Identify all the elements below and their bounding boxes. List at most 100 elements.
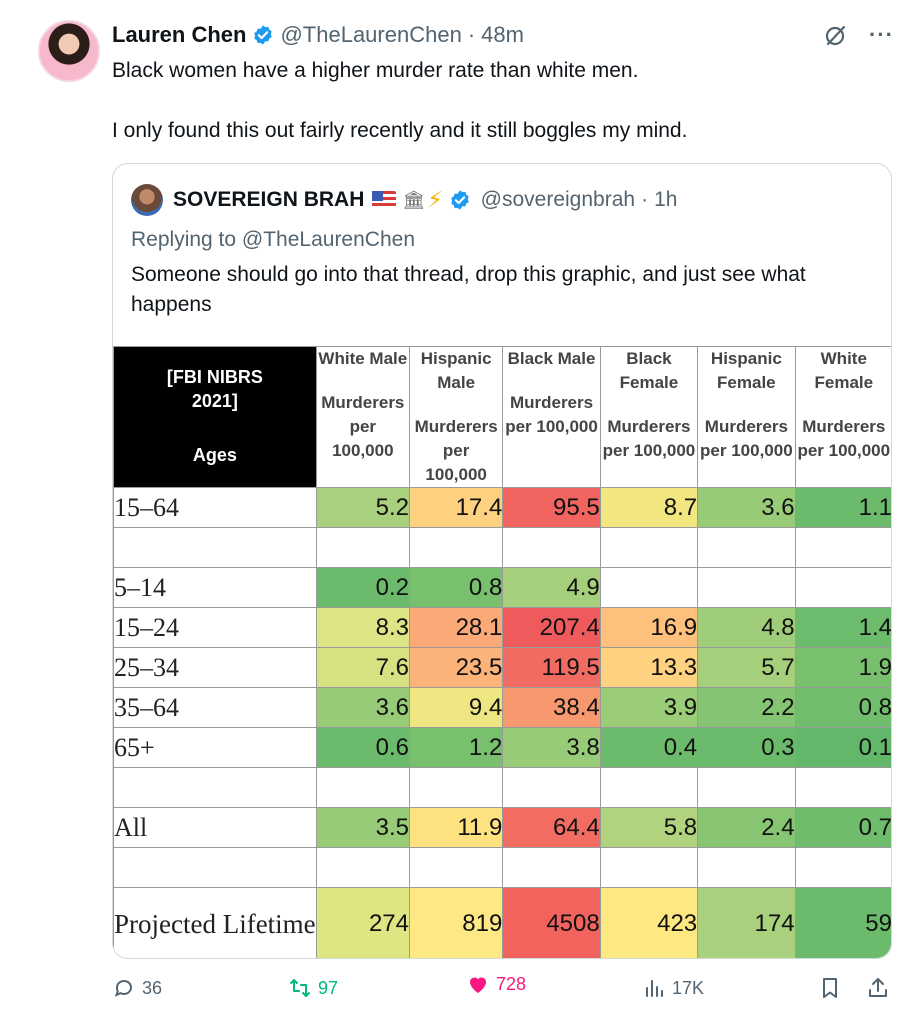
value-cell: 13.3 <box>599 647 699 688</box>
table-row: 65+ 0.6 1.2 3.8 0.4 0.3 0.1 <box>113 727 891 768</box>
value-cell: 23.5 <box>408 647 504 688</box>
value-cell: 3.5 <box>315 807 410 848</box>
quote-image[interactable]: [FBI NIBRS 2021] Ages White Male Murderer… <box>113 346 891 958</box>
value-cell: 0.8 <box>794 687 891 728</box>
age-cell: 5–14 <box>113 567 317 608</box>
age-cell <box>113 847 317 888</box>
value-cell: 38.4 <box>502 687 601 728</box>
author-name[interactable]: Lauren Chen <box>112 22 247 47</box>
tweet-text: Black women have a higher murder rate th… <box>112 56 892 146</box>
quote-author-avatar[interactable] <box>131 184 163 216</box>
column-unit: Murderers per 100,000 <box>700 417 793 460</box>
author-avatar[interactable] <box>38 20 100 82</box>
age-cell: 65+ <box>113 727 317 768</box>
verified-badge-icon <box>450 190 469 210</box>
value-cell: 3.9 <box>599 687 699 728</box>
value-cell <box>794 567 891 608</box>
column-header: Hispanic Female Murderers per 100,000 <box>697 346 796 488</box>
column-header: Hispanic Male Murderers per 100,000 <box>408 346 504 488</box>
value-cell: 8.3 <box>315 607 410 648</box>
post-time[interactable]: 48m <box>481 22 524 47</box>
tweet-text-line: Black women have a higher murder rate th… <box>112 59 639 82</box>
value-cell: 0.4 <box>599 727 699 768</box>
column-header: White Female Murderers per 100,000 <box>794 346 891 488</box>
tweet-header: Lauren Chen @TheLaurenChen · 48m <box>112 20 524 50</box>
column-header: White Male Murderers per 100,000 <box>315 346 410 488</box>
column-group: Black Female <box>619 349 679 392</box>
reply-button[interactable]: 36 <box>112 976 162 1000</box>
value-cell: 207.4 <box>502 607 601 648</box>
value-cell: 0.8 <box>408 567 504 608</box>
repost-icon <box>290 979 310 997</box>
like-button[interactable]: 728 <box>466 972 526 996</box>
value-cell <box>794 767 891 808</box>
value-cell <box>794 527 891 568</box>
table-row: 5–14 0.2 0.8 4.9 <box>113 567 891 608</box>
us-flag-icon <box>372 191 397 209</box>
value-cell: 0.6 <box>315 727 410 768</box>
value-cell: 64.4 <box>502 807 601 848</box>
quote-author-name[interactable]: SOVEREIGN BRAH <box>173 188 365 211</box>
age-cell: 15–24 <box>113 607 317 648</box>
column-group: Black Male <box>507 349 596 368</box>
repost-count: 97 <box>318 977 339 998</box>
corner-line: 2021] <box>191 391 238 411</box>
value-cell <box>599 847 699 888</box>
value-cell: 1.1 <box>794 487 891 528</box>
value-cell <box>697 767 796 808</box>
repost-button[interactable]: 97 <box>288 976 338 1000</box>
replying-to[interactable]: Replying to @TheLaurenChen <box>131 228 415 251</box>
table-row <box>113 847 891 888</box>
quote-author-handle[interactable]: @sovereignbrah <box>480 188 636 211</box>
verified-badge-icon <box>254 25 273 45</box>
quoted-tweet[interactable]: SOVEREIGN BRAH 🏛 ⚡ @sovereignbrah · 1h R… <box>112 163 892 959</box>
view-count: 17K <box>672 977 705 998</box>
value-cell: 11.9 <box>408 807 504 848</box>
value-cell: 3.6 <box>697 487 796 528</box>
value-cell <box>697 567 796 608</box>
value-cell: 174 <box>697 887 796 958</box>
value-cell: 3.8 <box>502 727 601 768</box>
value-cell <box>315 847 410 888</box>
grok-icon[interactable] <box>823 22 849 48</box>
value-cell: 0.7 <box>794 807 891 848</box>
value-cell: 0.2 <box>315 567 410 608</box>
table-row: 15–24 8.3 28.1 207.4 16.9 4.8 1.4 <box>113 607 891 648</box>
age-cell: All <box>113 807 317 848</box>
value-cell <box>502 527 601 568</box>
author-handle[interactable]: @TheLaurenChen <box>280 22 462 47</box>
value-cell <box>408 767 504 808</box>
corner-ages: Ages <box>192 445 237 465</box>
column-unit: Murderers per 100,000 <box>414 417 498 484</box>
value-cell: 119.5 <box>502 647 601 688</box>
reply-count: 36 <box>142 977 163 998</box>
value-cell <box>408 847 504 888</box>
value-cell: 0.3 <box>697 727 796 768</box>
heart-icon <box>470 977 486 993</box>
quote-post-time[interactable]: 1h <box>654 188 678 211</box>
column-group: Hispanic Male <box>420 349 492 392</box>
views-button[interactable]: 17K <box>642 976 704 1000</box>
value-cell <box>599 767 699 808</box>
bookmark-button[interactable] <box>818 976 842 1000</box>
separator-dot: · <box>467 22 476 47</box>
column-group: Hispanic Female <box>710 349 782 392</box>
separator-dot: · <box>641 188 649 211</box>
share-icon <box>869 978 887 997</box>
quote-header: SOVEREIGN BRAH 🏛 ⚡ @sovereignbrah · 1h <box>131 184 677 216</box>
column-unit: Murderers per 100,000 <box>505 393 598 436</box>
header-actions: ··· <box>823 22 894 48</box>
value-cell <box>502 847 601 888</box>
more-options-icon[interactable]: ··· <box>869 22 894 47</box>
bookmark-icon <box>823 978 837 998</box>
table-row: 15–64 5.2 17.4 95.5 8.7 3.6 1.1 <box>113 487 891 528</box>
value-cell: 4508 <box>502 887 601 958</box>
column-header: Black Female Murderers per 100,000 <box>599 346 699 488</box>
value-cell: 16.9 <box>599 607 699 648</box>
age-cell <box>113 767 317 808</box>
value-cell: 274 <box>315 887 410 958</box>
share-button[interactable] <box>866 976 890 1000</box>
value-cell: 4.9 <box>502 567 601 608</box>
value-cell <box>794 847 891 888</box>
value-cell: 3.6 <box>315 687 410 728</box>
